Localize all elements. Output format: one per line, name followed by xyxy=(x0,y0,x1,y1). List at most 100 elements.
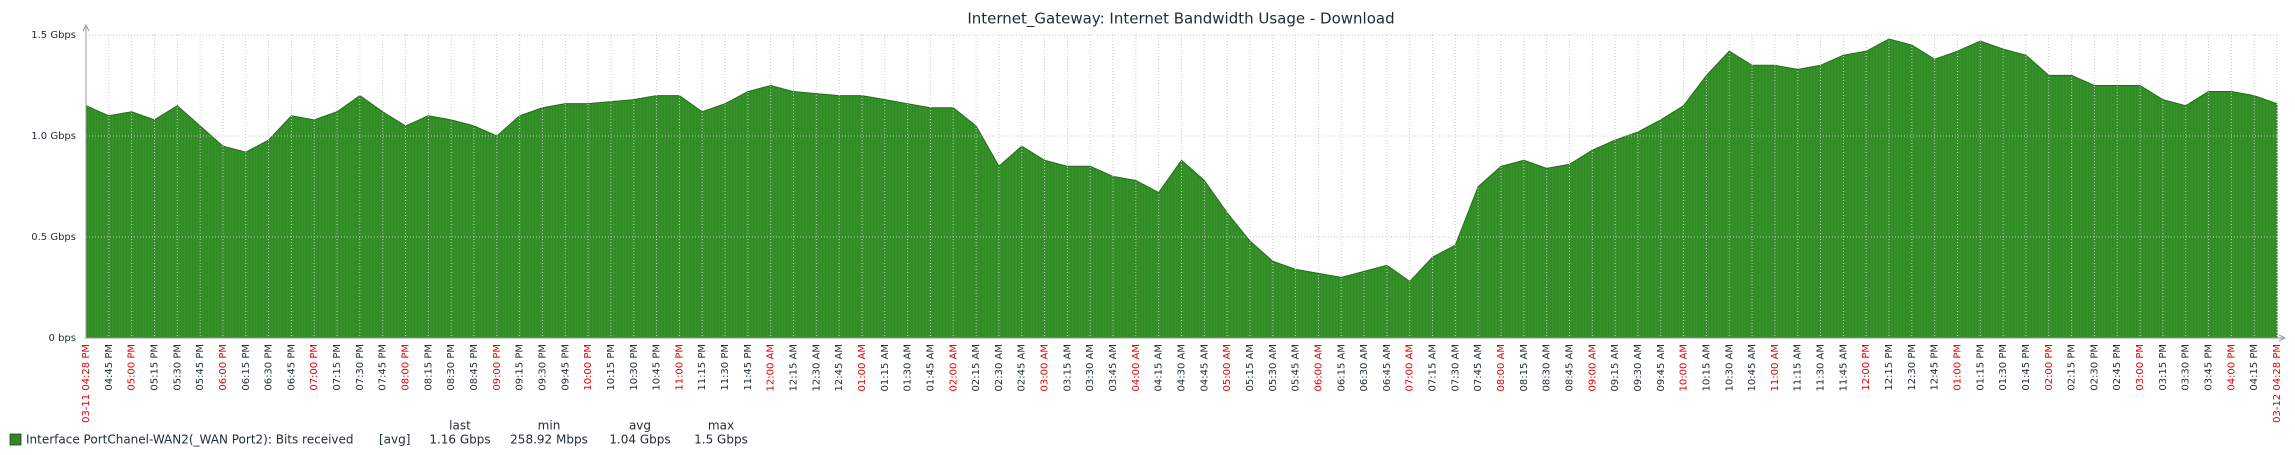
x-tick-label: 08:45 PM xyxy=(469,344,480,391)
x-tick-label: 02:00 AM xyxy=(948,344,959,391)
x-tick-label: 02:30 AM xyxy=(994,344,1005,391)
axis-arrow xyxy=(82,23,90,32)
legend-header: min xyxy=(538,419,561,433)
x-tick-label: 12:45 AM xyxy=(834,344,845,391)
x-tick-label: 12:15 AM xyxy=(789,344,800,391)
x-tick-label: 06:00 AM xyxy=(1313,344,1324,391)
legend-stat: 258.92 Mbps xyxy=(510,433,588,447)
x-tick-label: 09:45 AM xyxy=(1656,344,1667,391)
legend-stat: 1.5 Gbps xyxy=(694,433,748,447)
legend-label: Interface PortChanel-WAN2(_WAN Port2): B… xyxy=(26,433,354,447)
x-tick-label: 06:45 AM xyxy=(1382,344,1393,391)
x-tick-label: 10:15 PM xyxy=(606,344,617,391)
x-tick-label: 01:15 PM xyxy=(1975,344,1986,391)
y-tick-label: 1.5 Gbps xyxy=(31,30,76,41)
x-tick-label: 06:30 PM xyxy=(264,344,275,391)
legend-stat: 1.04 Gbps xyxy=(609,433,670,447)
x-tick-label: 11:00 PM xyxy=(674,344,685,391)
x-tick-label: 12:45 PM xyxy=(1930,344,1941,391)
x-tick-label: 10:30 PM xyxy=(629,344,640,391)
x-tick-label: 10:45 AM xyxy=(1747,344,1758,391)
x-tick-label: 12:00 AM xyxy=(766,344,777,391)
x-tick-label: 02:15 PM xyxy=(2067,344,2078,391)
axis-arrow xyxy=(2278,334,2287,342)
x-tick-label: 01:00 PM xyxy=(1952,344,1963,391)
x-tick-label: 09:15 AM xyxy=(1610,344,1621,391)
y-tick-label: 0 bps xyxy=(49,333,76,344)
legend-function: [avg] xyxy=(379,433,410,447)
x-tick-label: 03:15 PM xyxy=(2158,344,2169,391)
x-tick-label: 08:00 AM xyxy=(1496,344,1507,391)
x-tick-label: 12:15 PM xyxy=(1884,344,1895,391)
x-tick-label: 07:15 PM xyxy=(332,344,343,391)
x-tick-label: 05:00 PM xyxy=(127,344,138,391)
x-tick-label: 06:00 PM xyxy=(218,344,229,391)
x-tick-label: 03:45 PM xyxy=(2204,344,2215,391)
x-tick-label: 04:45 PM xyxy=(104,344,115,391)
x-tick-label: 11:15 PM xyxy=(697,344,708,391)
x-tick-label: 03:30 AM xyxy=(1085,344,1096,391)
x-tick-label: 09:00 PM xyxy=(492,344,503,391)
x-tick-label: 12:30 PM xyxy=(1907,344,1918,391)
x-tick-label: 03-12 04:28 PM xyxy=(2272,344,2283,423)
x-tick-label: 02:15 AM xyxy=(971,344,982,391)
legend-header: last xyxy=(449,419,471,433)
x-tick-label: 02:45 PM xyxy=(2112,344,2123,391)
x-tick-label: 08:15 AM xyxy=(1519,344,1530,391)
x-tick-label: 05:45 AM xyxy=(1291,344,1302,391)
x-tick-label: 03:15 AM xyxy=(1062,344,1073,391)
x-tick-label: 09:15 PM xyxy=(515,344,526,391)
x-tick-label: 05:45 PM xyxy=(195,344,206,391)
x-tick-label: 11:30 AM xyxy=(1816,344,1827,391)
x-tick-label: 05:15 PM xyxy=(149,344,160,391)
x-tick-label: 11:00 AM xyxy=(1770,344,1781,391)
x-tick-label: 05:30 AM xyxy=(1268,344,1279,391)
x-tick-label: 12:00 PM xyxy=(1861,344,1872,391)
x-tick-label: 08:45 AM xyxy=(1564,344,1575,391)
x-tick-label: 06:45 PM xyxy=(286,344,297,391)
x-tick-label: 03:00 PM xyxy=(2135,344,2146,391)
x-tick-label: 08:15 PM xyxy=(423,344,434,391)
x-tick-label: 08:30 AM xyxy=(1542,344,1553,391)
x-tick-label: 06:15 AM xyxy=(1336,344,1347,391)
x-tick-label: 04:45 AM xyxy=(1199,344,1210,391)
x-tick-label: 05:00 AM xyxy=(1222,344,1233,391)
x-tick-label: 10:45 PM xyxy=(652,344,663,391)
legend-header: max xyxy=(708,419,734,433)
x-tick-label: 07:30 AM xyxy=(1450,344,1461,391)
x-tick-label: 11:15 AM xyxy=(1793,344,1804,391)
x-tick-label: 03-11 04:28 PM xyxy=(81,344,92,423)
x-tick-label: 11:30 PM xyxy=(720,344,731,391)
legend-swatch xyxy=(9,433,22,446)
x-tick-label: 12:30 AM xyxy=(811,344,822,391)
x-tick-label: 04:00 PM xyxy=(2226,344,2237,391)
x-tick-label: 05:30 PM xyxy=(172,344,183,391)
x-tick-label: 10:00 AM xyxy=(1679,344,1690,391)
y-tick-label: 0.5 Gbps xyxy=(31,232,76,243)
x-tick-label: 11:45 AM xyxy=(1838,344,1849,391)
x-tick-label: 04:30 AM xyxy=(1177,344,1188,391)
x-tick-label: 03:00 AM xyxy=(1040,344,1051,391)
x-tick-label: 09:30 PM xyxy=(537,344,548,391)
x-tick-label: 02:00 PM xyxy=(2044,344,2055,391)
x-tick-label: 06:15 PM xyxy=(241,344,252,391)
x-tick-label: 10:00 PM xyxy=(583,344,594,391)
x-tick-label: 01:00 AM xyxy=(857,344,868,391)
x-tick-label: 02:45 AM xyxy=(1017,344,1028,391)
x-tick-label: 01:15 AM xyxy=(880,344,891,391)
x-tick-label: 01:30 PM xyxy=(1998,344,2009,391)
legend-header: avg xyxy=(629,419,651,433)
x-tick-label: 07:00 AM xyxy=(1405,344,1416,391)
x-tick-label: 04:15 AM xyxy=(1154,344,1165,391)
x-tick-label: 06:30 AM xyxy=(1359,344,1370,391)
x-tick-label: 04:00 AM xyxy=(1131,344,1142,391)
x-tick-label: 07:15 AM xyxy=(1428,344,1439,391)
x-tick-label: 10:15 AM xyxy=(1701,344,1712,391)
x-tick-label: 07:45 PM xyxy=(378,344,389,391)
x-tick-label: 07:00 PM xyxy=(309,344,320,391)
x-tick-label: 09:45 PM xyxy=(560,344,571,391)
x-tick-label: 02:30 PM xyxy=(2089,344,2100,391)
x-tick-label: 05:15 AM xyxy=(1245,344,1256,391)
legend-stat: 1.16 Gbps xyxy=(429,433,490,447)
